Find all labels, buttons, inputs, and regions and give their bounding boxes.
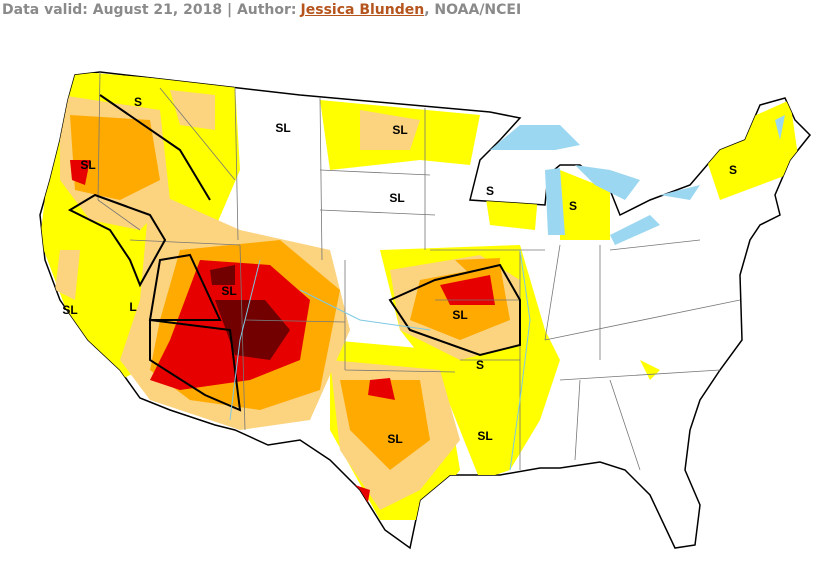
map-label: S xyxy=(569,199,577,213)
map-label: S xyxy=(486,184,494,198)
great-lakes xyxy=(490,115,785,245)
map-label: SL xyxy=(275,121,290,135)
map-label: SL xyxy=(387,432,402,446)
map-label: L xyxy=(129,300,136,314)
header-text: Data valid: August 21, 2018 | Author: xyxy=(2,2,297,18)
map-label: S xyxy=(729,163,737,177)
map-label: SL xyxy=(477,429,492,443)
map-label: SL xyxy=(62,303,77,317)
header-suffix: , NOAA/NCEI xyxy=(424,2,522,18)
map-label: S xyxy=(134,95,142,109)
drought-boundaries xyxy=(67,94,521,412)
drought-map: S SL SL SL S S SL SL L SL SL S SL SL S xyxy=(39,71,811,549)
state-lines xyxy=(97,71,741,471)
header: Data valid: August 21, 2018 | Author: Jes… xyxy=(2,2,521,18)
map-label: SL xyxy=(452,308,467,322)
map-label: S xyxy=(476,358,484,372)
map-label: SL xyxy=(389,191,404,205)
author-link[interactable]: Jessica Blunden xyxy=(300,2,425,18)
drought-areas xyxy=(40,72,800,520)
map-label: SL xyxy=(80,158,95,172)
rivers xyxy=(229,249,531,471)
map-label: SL xyxy=(221,284,236,298)
map-label: SL xyxy=(392,123,407,137)
